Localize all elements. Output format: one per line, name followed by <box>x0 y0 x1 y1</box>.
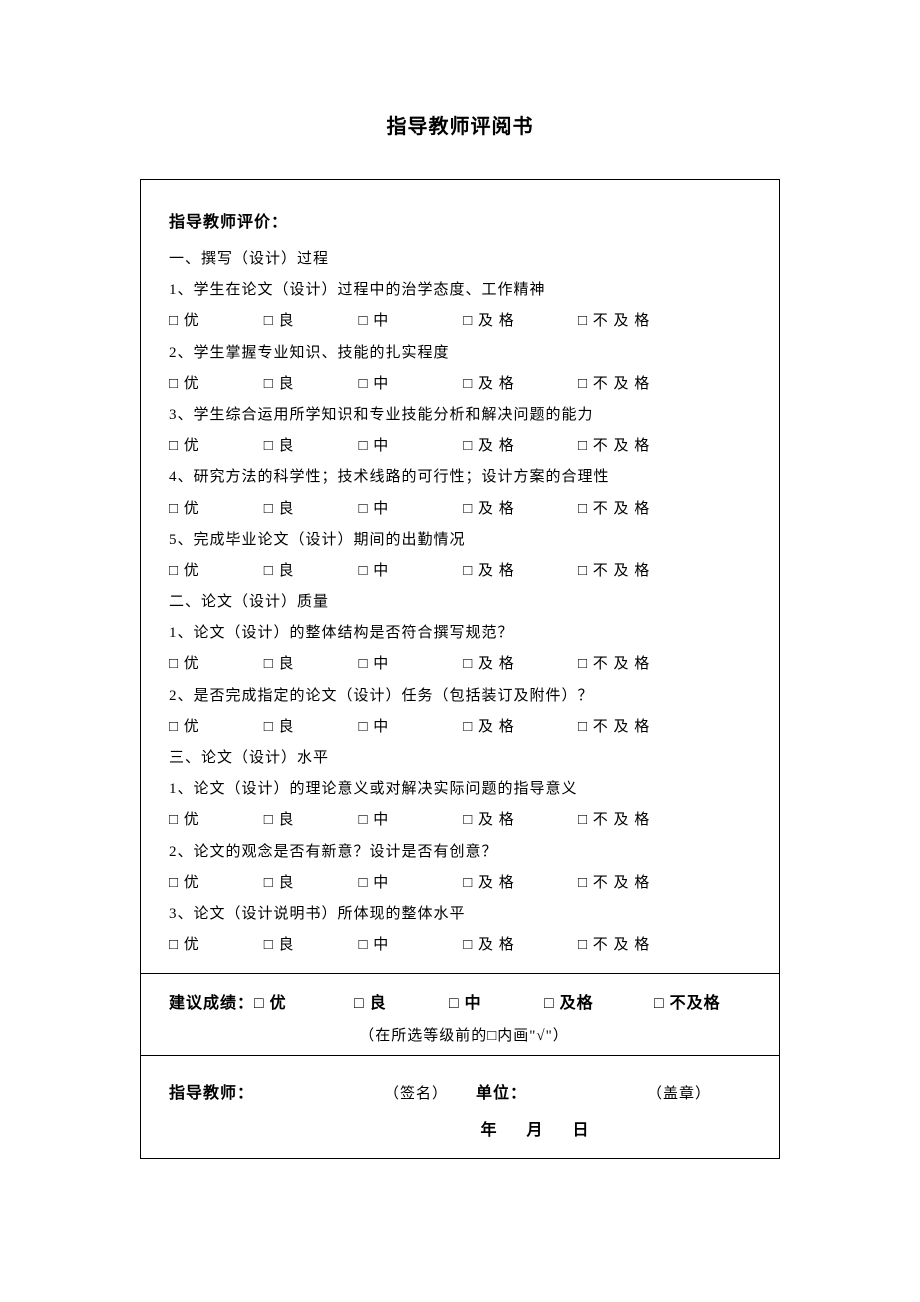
grade-option[interactable]: □ 良 <box>354 988 449 1020</box>
unit-label: 单位： <box>476 1085 527 1102</box>
grade-option[interactable]: □ 不及格 <box>654 988 721 1020</box>
checkbox-option[interactable]: □ 不 及 格 <box>578 712 650 743</box>
checkbox-option[interactable]: □ 优 <box>169 868 259 899</box>
checkbox-option[interactable]: □ 良 <box>264 556 354 587</box>
checkbox-option[interactable]: □ 优 <box>169 930 259 961</box>
checkbox-option[interactable]: □ 中 <box>359 369 459 400</box>
checkbox-option[interactable]: □ 优 <box>169 649 259 680</box>
seal-hint: （盖章） <box>647 1086 711 1102</box>
question-8: 1、论文（设计）的理论意义或对解决实际问题的指导意义 <box>169 774 751 805</box>
checkbox-option[interactable]: □ 良 <box>264 306 354 337</box>
checkbox-option[interactable]: □ 良 <box>264 805 354 836</box>
year-label: 年 <box>480 1122 497 1139</box>
checkbox-option[interactable]: □ 及 格 <box>463 930 573 961</box>
question-2: 2、学生掌握专业知识、技能的扎实程度 <box>169 338 751 369</box>
checkbox-option[interactable]: □ 良 <box>264 431 354 462</box>
rating-row-7: □ 优 □ 良 □ 中 □ 及 格 □ 不 及 格 <box>169 712 751 743</box>
checkbox-option[interactable]: □ 不 及 格 <box>578 649 650 680</box>
checkbox-option[interactable]: □ 不 及 格 <box>578 306 650 337</box>
question-1: 1、学生在论文（设计）过程中的治学态度、工作精神 <box>169 275 751 306</box>
question-9: 2、论文的观念是否有新意？设计是否有创意？ <box>169 837 751 868</box>
evaluation-section: 指导教师评价： 一、撰写（设计）过程 1、学生在论文（设计）过程中的治学态度、工… <box>141 180 779 974</box>
checkbox-option[interactable]: □ 不 及 格 <box>578 494 650 525</box>
question-7: 2、是否完成指定的论文（设计）任务（包括装订及附件）？ <box>169 681 751 712</box>
checkbox-option[interactable]: □ 优 <box>169 431 259 462</box>
checkbox-option[interactable]: □ 优 <box>169 712 259 743</box>
section3-title: 三、论文（设计）水平 <box>169 743 751 774</box>
question-4: 4、研究方法的科学性；技术线路的可行性；设计方案的合理性 <box>169 462 751 493</box>
checkbox-option[interactable]: □ 中 <box>359 930 459 961</box>
checkbox-option[interactable]: □ 中 <box>359 306 459 337</box>
checkbox-option[interactable]: □ 良 <box>264 868 354 899</box>
checkbox-option[interactable]: □ 及 格 <box>463 494 573 525</box>
page-title: 指导教师评阅书 <box>140 110 780 139</box>
rating-row-1: □ 优 □ 良 □ 中 □ 及 格 □ 不 及 格 <box>169 306 751 337</box>
question-5: 5、完成毕业论文（设计）期间的出勤情况 <box>169 525 751 556</box>
checkbox-option[interactable]: □ 不 及 格 <box>578 805 650 836</box>
rating-row-5: □ 优 □ 良 □ 中 □ 及 格 □ 不 及 格 <box>169 556 751 587</box>
grade-option[interactable]: □ 优 <box>254 988 354 1020</box>
grade-note: （在所选等级前的□内画"√"） <box>169 1024 759 1045</box>
rating-row-2: □ 优 □ 良 □ 中 □ 及 格 □ 不 及 格 <box>169 369 751 400</box>
checkbox-option[interactable]: □ 及 格 <box>463 868 573 899</box>
rating-row-4: □ 优 □ 良 □ 中 □ 及 格 □ 不 及 格 <box>169 494 751 525</box>
suggested-grade-section: 建议成绩：□ 优□ 良□ 中□ 及格□ 不及格 （在所选等级前的□内画"√"） <box>141 974 779 1056</box>
checkbox-option[interactable]: □ 不 及 格 <box>578 930 650 961</box>
signature-section: 指导教师： （签名） 单位： （盖章） 年 月 日 <box>141 1056 779 1158</box>
checkbox-option[interactable]: □ 不 及 格 <box>578 868 650 899</box>
question-6: 1、论文（设计）的整体结构是否符合撰写规范？ <box>169 618 751 649</box>
checkbox-option[interactable]: □ 优 <box>169 805 259 836</box>
section2-title: 二、论文（设计）质量 <box>169 587 751 618</box>
checkbox-option[interactable]: □ 中 <box>359 556 459 587</box>
grade-option[interactable]: □ 中 <box>449 988 544 1020</box>
checkbox-option[interactable]: □ 及 格 <box>463 649 573 680</box>
rating-row-6: □ 优 □ 良 □ 中 □ 及 格 □ 不 及 格 <box>169 649 751 680</box>
checkbox-option[interactable]: □ 良 <box>264 712 354 743</box>
checkbox-option[interactable]: □ 不 及 格 <box>578 369 650 400</box>
eval-header: 指导教师评价： <box>169 208 751 232</box>
checkbox-option[interactable]: □ 中 <box>359 494 459 525</box>
checkbox-option[interactable]: □ 优 <box>169 556 259 587</box>
checkbox-option[interactable]: □ 及 格 <box>463 369 573 400</box>
checkbox-option[interactable]: □ 优 <box>169 369 259 400</box>
sign-hint: （签名） <box>384 1086 448 1102</box>
checkbox-option[interactable]: □ 良 <box>264 494 354 525</box>
checkbox-option[interactable]: □ 良 <box>264 369 354 400</box>
checkbox-option[interactable]: □ 良 <box>264 649 354 680</box>
rating-row-3: □ 优 □ 良 □ 中 □ 及 格 □ 不 及 格 <box>169 431 751 462</box>
form-container: 指导教师评价： 一、撰写（设计）过程 1、学生在论文（设计）过程中的治学态度、工… <box>140 179 780 1159</box>
month-label: 月 <box>526 1122 543 1139</box>
supervisor-label: 指导教师： <box>169 1085 254 1102</box>
checkbox-option[interactable]: □ 良 <box>264 930 354 961</box>
section1-title: 一、撰写（设计）过程 <box>169 244 751 275</box>
checkbox-option[interactable]: □ 中 <box>359 712 459 743</box>
checkbox-option[interactable]: □ 中 <box>359 649 459 680</box>
checkbox-option[interactable]: □ 中 <box>359 431 459 462</box>
rating-row-10: □ 优 □ 良 □ 中 □ 及 格 □ 不 及 格 <box>169 930 751 961</box>
checkbox-option[interactable]: □ 及 格 <box>463 712 573 743</box>
checkbox-option[interactable]: □ 优 <box>169 494 259 525</box>
question-10: 3、论文（设计说明书）所体现的整体水平 <box>169 899 751 930</box>
checkbox-option[interactable]: □ 及 格 <box>463 306 573 337</box>
checkbox-option[interactable]: □ 不 及 格 <box>578 431 650 462</box>
checkbox-option[interactable]: □ 及 格 <box>463 431 573 462</box>
checkbox-option[interactable]: □ 不 及 格 <box>578 556 650 587</box>
day-label: 日 <box>573 1122 590 1139</box>
rating-row-8: □ 优 □ 良 □ 中 □ 及 格 □ 不 及 格 <box>169 805 751 836</box>
checkbox-option[interactable]: □ 中 <box>359 805 459 836</box>
checkbox-option[interactable]: □ 优 <box>169 306 259 337</box>
checkbox-option[interactable]: □ 及 格 <box>463 805 573 836</box>
rating-row-9: □ 优 □ 良 □ 中 □ 及 格 □ 不 及 格 <box>169 868 751 899</box>
grade-label: 建议成绩： <box>169 995 254 1012</box>
grade-option[interactable]: □ 及格 <box>544 988 654 1020</box>
date-row: 年 月 日 <box>169 1116 751 1140</box>
checkbox-option[interactable]: □ 及 格 <box>463 556 573 587</box>
question-3: 3、学生综合运用所学知识和专业技能分析和解决问题的能力 <box>169 400 751 431</box>
checkbox-option[interactable]: □ 中 <box>359 868 459 899</box>
